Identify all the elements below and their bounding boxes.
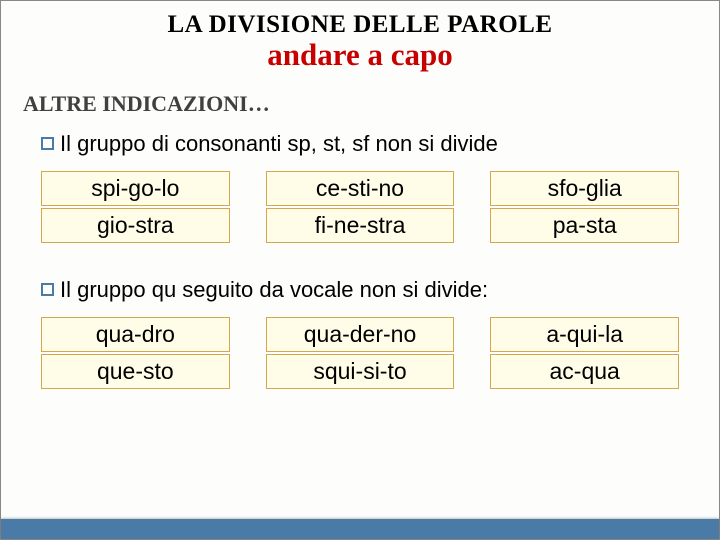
bullet-icon bbox=[41, 137, 54, 150]
example-cell: pa-sta bbox=[490, 208, 679, 243]
rule1-row-1: gio-stra fi-ne-stra pa-sta bbox=[41, 208, 679, 243]
example-cell: sfo-glia bbox=[490, 171, 679, 206]
example-cell: qua-der-no bbox=[266, 317, 455, 352]
example-cell: gio-stra bbox=[41, 208, 230, 243]
example-cell: que-sto bbox=[41, 354, 230, 389]
title-sub: andare a capo bbox=[23, 37, 697, 73]
rule2-text: Il gruppo qu seguito da vocale non si di… bbox=[60, 277, 488, 303]
example-cell: fi-ne-stra bbox=[266, 208, 455, 243]
bottom-bar bbox=[1, 519, 719, 539]
example-cell: qua-dro bbox=[41, 317, 230, 352]
rule2-line: Il gruppo qu seguito da vocale non si di… bbox=[41, 277, 697, 303]
rule2-row-0: qua-dro qua-der-no a-qui-la bbox=[41, 317, 679, 352]
example-cell: spi-go-lo bbox=[41, 171, 230, 206]
example-cell: a-qui-la bbox=[490, 317, 679, 352]
section-label: ALTRE INDICAZIONI… bbox=[23, 91, 697, 117]
rule1-line: Il gruppo di consonanti sp, st, sf non s… bbox=[41, 131, 697, 157]
example-cell: ac-qua bbox=[490, 354, 679, 389]
rule1-row-0: spi-go-lo ce-sti-no sfo-glia bbox=[41, 171, 679, 206]
title-main: LA DIVISIONE DELLE PAROLE bbox=[23, 11, 697, 39]
bullet-icon bbox=[41, 283, 54, 296]
rule2-row-1: que-sto squi-si-to ac-qua bbox=[41, 354, 679, 389]
example-cell: squi-si-to bbox=[266, 354, 455, 389]
example-cell: ce-sti-no bbox=[266, 171, 455, 206]
rule1-text: Il gruppo di consonanti sp, st, sf non s… bbox=[60, 131, 498, 157]
